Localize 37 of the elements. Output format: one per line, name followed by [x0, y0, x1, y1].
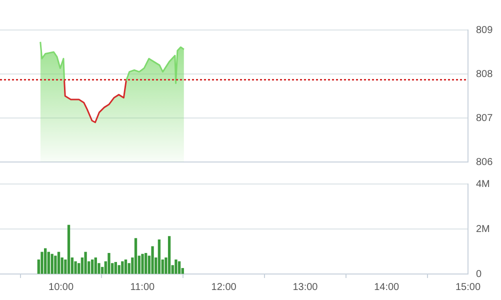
bar — [141, 254, 144, 274]
x-tick-label: 12:00 — [211, 282, 237, 293]
bar — [134, 238, 138, 274]
bar — [144, 252, 148, 274]
y-tick-label: 2M — [476, 224, 490, 235]
bar — [84, 252, 87, 274]
bar — [118, 265, 120, 274]
bar — [151, 246, 154, 274]
x-tick-label: 13:00 — [292, 282, 318, 293]
y-tick-label: 0 — [476, 268, 482, 280]
bar — [124, 259, 128, 274]
y-tick-label: 4M — [476, 178, 490, 190]
bar — [168, 236, 171, 274]
y-tick-label: 808 — [476, 68, 494, 80]
bar — [44, 248, 47, 274]
bar — [108, 252, 110, 274]
bar — [47, 252, 50, 274]
bar — [50, 254, 54, 274]
bar — [121, 261, 124, 274]
y-tick-label: 807 — [476, 112, 494, 124]
x-tick-label: 11:00 — [130, 282, 156, 293]
bar — [67, 224, 70, 274]
bar — [114, 262, 117, 274]
y-tick-label: 806 — [476, 156, 494, 168]
bar — [54, 256, 57, 274]
bar — [174, 259, 178, 274]
bar — [94, 257, 97, 274]
x-tick-label: 15:00 — [455, 282, 481, 293]
y-tick-label: 809 — [476, 24, 494, 36]
bar — [74, 261, 77, 274]
bar — [90, 259, 94, 274]
x-tick-label: 14:00 — [374, 282, 400, 293]
bar — [57, 252, 60, 274]
bar — [178, 261, 181, 274]
x-tick-label: 10:00 — [48, 282, 74, 293]
bar — [40, 252, 44, 274]
bar — [158, 239, 161, 274]
